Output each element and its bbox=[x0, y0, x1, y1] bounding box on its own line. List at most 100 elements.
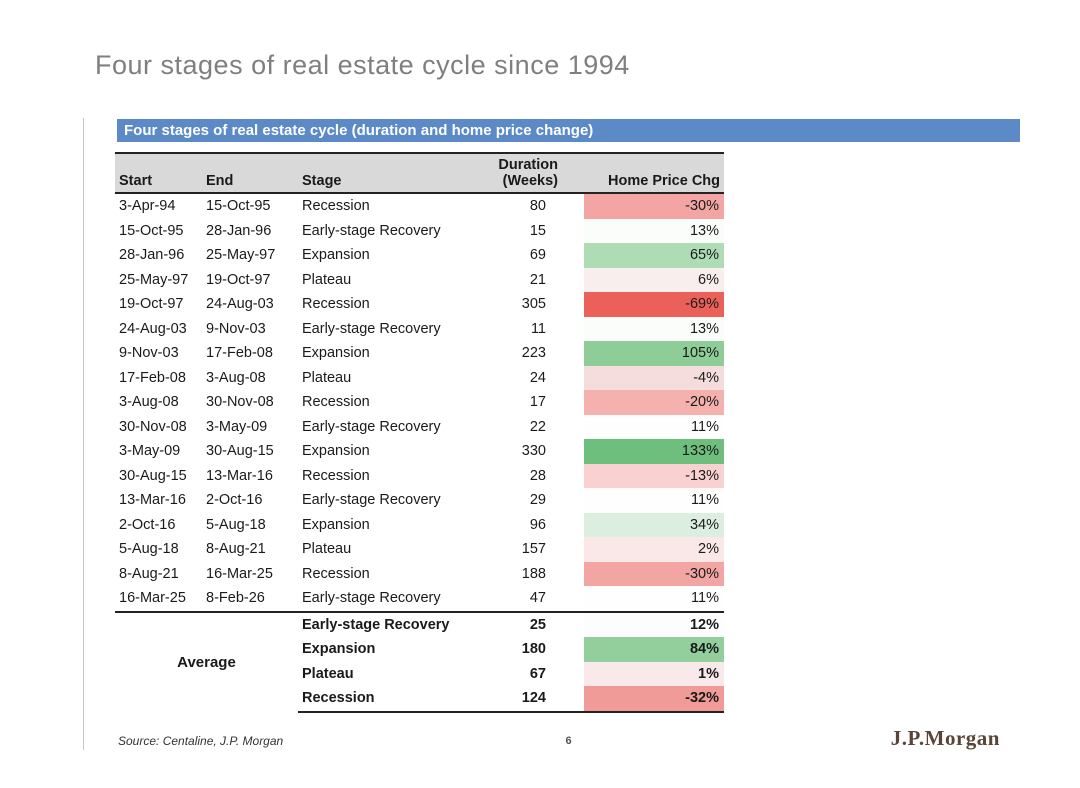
cell-stage: Plateau bbox=[302, 665, 354, 682]
table-row: 19-Oct-97 24-Aug-03 Recession 305 -69% bbox=[115, 292, 724, 317]
cell-start: 17-Feb-08 bbox=[119, 369, 186, 386]
cell-start: 3-Aug-08 bbox=[119, 394, 179, 411]
table-row: 8-Aug-21 16-Mar-25 Recession 188 -30% bbox=[115, 561, 724, 586]
cell-price: 133% bbox=[584, 439, 724, 464]
header-end: End bbox=[202, 152, 298, 194]
table-row: 17-Feb-08 3-Aug-08 Plateau 24 -4% bbox=[115, 365, 724, 390]
table-row: 30-Nov-08 3-May-09 Early-stage Recovery … bbox=[115, 414, 724, 439]
cell-start: 30-Aug-15 bbox=[119, 467, 187, 484]
cell-end: 13-Mar-16 bbox=[206, 467, 273, 484]
cell-end: 8-Aug-21 bbox=[206, 541, 266, 558]
cell-duration: 180 bbox=[521, 641, 546, 658]
table-row: 3-Aug-08 30-Nov-08 Recession 17 -20% bbox=[115, 390, 724, 415]
cell-stage: Plateau bbox=[302, 369, 352, 386]
cell-price: -69% bbox=[584, 292, 724, 317]
cell-stage: Expansion bbox=[302, 443, 370, 460]
cell-duration: 21 bbox=[529, 271, 546, 288]
cell-start: 5-Aug-18 bbox=[119, 541, 179, 558]
cell-start: 15-Oct-95 bbox=[119, 222, 184, 239]
cycle-table-container: Start End Stage Duration (Weeks) Home Pr… bbox=[115, 152, 724, 713]
cell-duration: 17 bbox=[529, 394, 546, 411]
page-title: Four stages of real estate cycle since 1… bbox=[95, 50, 630, 80]
cell-stage: Expansion bbox=[302, 345, 370, 362]
table-row: 13-Mar-16 2-Oct-16 Early-stage Recovery … bbox=[115, 488, 724, 513]
cell-duration: 188 bbox=[521, 565, 546, 582]
cell-end: 5-Aug-18 bbox=[206, 516, 266, 533]
cell-end: 16-Mar-25 bbox=[206, 565, 273, 582]
table-row: 3-May-09 30-Aug-15 Expansion 330 133% bbox=[115, 439, 724, 464]
cycle-table: Start End Stage Duration (Weeks) Home Pr… bbox=[115, 152, 724, 713]
cell-duration: 223 bbox=[521, 345, 546, 362]
cell-stage: Early-stage Recovery bbox=[302, 222, 441, 239]
cell-price: 34% bbox=[584, 512, 724, 537]
cell-price: 1% bbox=[584, 661, 724, 686]
cell-duration: 29 bbox=[529, 492, 546, 509]
cell-stage: Early-stage Recovery bbox=[302, 492, 441, 509]
cell-duration: 80 bbox=[529, 198, 546, 215]
cell-price: 105% bbox=[584, 341, 724, 366]
cell-stage: Expansion bbox=[302, 247, 370, 264]
table-row: 2-Oct-16 5-Aug-18 Expansion 96 34% bbox=[115, 512, 724, 537]
cell-duration: 124 bbox=[483, 686, 584, 713]
cell-end: 17-Feb-08 bbox=[206, 345, 273, 362]
cell-end: 3-Aug-08 bbox=[206, 369, 266, 386]
cell-stage: Early-stage Recovery bbox=[302, 418, 441, 435]
cell-duration: 96 bbox=[529, 516, 546, 533]
cell-start: 3-Apr-94 bbox=[119, 198, 176, 215]
header-start: Start bbox=[115, 152, 202, 194]
cell-price: 13% bbox=[584, 218, 724, 243]
header-duration: Duration (Weeks) bbox=[483, 152, 584, 194]
average-label: Average bbox=[177, 653, 236, 671]
cell-stage: Recession bbox=[298, 686, 483, 713]
table-row: 25-May-97 19-Oct-97 Plateau 21 6% bbox=[115, 267, 724, 292]
cell-start: 24-Aug-03 bbox=[119, 320, 187, 337]
average-row: Recession 124 -32% bbox=[115, 686, 724, 713]
cell-stage: Recession bbox=[302, 394, 370, 411]
cell-price: -20% bbox=[584, 390, 724, 415]
cell-start: 13-Mar-16 bbox=[119, 492, 186, 509]
cell-start: 25-May-97 bbox=[119, 271, 189, 288]
cell-stage: Early-stage Recovery bbox=[302, 616, 450, 633]
cell-stage: Early-stage Recovery bbox=[298, 586, 483, 613]
cell-end: 3-May-09 bbox=[206, 418, 268, 435]
cell-price: -30% bbox=[584, 561, 724, 586]
cell-duration: 67 bbox=[529, 665, 546, 682]
cell-start: 30-Nov-08 bbox=[119, 418, 187, 435]
table-row: 5-Aug-18 8-Aug-21 Plateau 157 2% bbox=[115, 537, 724, 562]
average-row: Average Early-stage Recovery 25 12% bbox=[115, 611, 724, 671]
left-edge-divider bbox=[83, 118, 84, 750]
cell-duration: 157 bbox=[521, 541, 546, 558]
jpmorgan-logo: J.P.Morgan bbox=[890, 726, 1000, 750]
table-row: 3-Apr-94 15-Oct-95 Recession 80 -30% bbox=[115, 193, 724, 219]
cell-end: 28-Jan-96 bbox=[206, 222, 272, 239]
cell-price: 84% bbox=[584, 637, 724, 662]
cell-price: 6% bbox=[584, 267, 724, 292]
average-row: Expansion 180 84% bbox=[115, 637, 724, 662]
source-note: Source: Centaline, J.P. Morgan bbox=[118, 734, 284, 748]
cell-duration: 69 bbox=[529, 247, 546, 264]
cell-stage: Recession bbox=[302, 565, 370, 582]
table-title-banner: Four stages of real estate cycle (durati… bbox=[117, 119, 1020, 142]
cell-price: 12% bbox=[584, 611, 724, 637]
cell-stage: Expansion bbox=[302, 516, 370, 533]
cell-start: 8-Aug-21 bbox=[119, 565, 179, 582]
table-average-rows: Average Early-stage Recovery 25 12% Expa… bbox=[115, 611, 724, 713]
table-row: 16-Mar-25 8-Feb-26 Early-stage Recovery … bbox=[115, 586, 724, 613]
cell-duration: 305 bbox=[521, 296, 546, 313]
table-row: 24-Aug-03 9-Nov-03 Early-stage Recovery … bbox=[115, 316, 724, 341]
cell-stage: Early-stage Recovery bbox=[302, 320, 441, 337]
cell-stage: Plateau bbox=[302, 541, 352, 558]
cell-stage: Recession bbox=[302, 198, 370, 215]
cell-start: 28-Jan-96 bbox=[119, 247, 185, 264]
cell-stage: Recession bbox=[302, 467, 370, 484]
cell-duration: 25 bbox=[529, 616, 546, 633]
header-price: Home Price Chg bbox=[584, 152, 724, 194]
cell-price: -30% bbox=[584, 193, 724, 219]
cell-price: -4% bbox=[584, 365, 724, 390]
cell-price: 13% bbox=[584, 316, 724, 341]
cell-end: 30-Aug-15 bbox=[206, 443, 274, 460]
table-row: 30-Aug-15 13-Mar-16 Recession 28 -13% bbox=[115, 463, 724, 488]
cell-end: 25-May-97 bbox=[206, 247, 276, 264]
cell-end: 19-Oct-97 bbox=[206, 271, 271, 288]
